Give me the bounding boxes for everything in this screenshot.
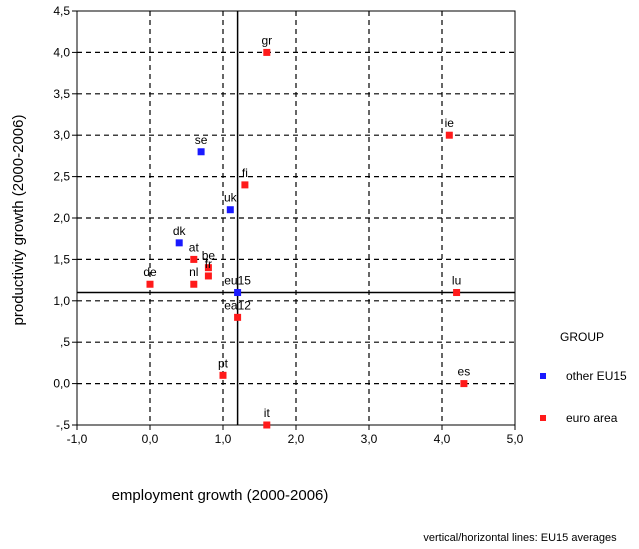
point-label-es: es (458, 365, 471, 379)
point-label-de: de (143, 265, 157, 279)
y-tick-label: 2,5 (53, 170, 70, 184)
point-fi (241, 181, 249, 189)
y-tick-label: 3,5 (53, 87, 70, 101)
point-label-pt: pt (218, 356, 229, 370)
x-tick-label: 5,0 (507, 432, 524, 446)
x-tick-label: 1,0 (215, 432, 232, 446)
x-tick-label: 2,0 (288, 432, 305, 446)
x-axis-ticks: -1,0 0,0 1,0 2,0 3,0 4,0 5,0 (67, 425, 524, 446)
point-es (460, 380, 468, 388)
point-fr (204, 272, 212, 280)
x-tick-label: 0,0 (142, 432, 159, 446)
y-tick-label: ,5 (60, 335, 70, 349)
point-de (146, 280, 154, 288)
point-label-fi: fi (242, 166, 248, 180)
grid-lines (77, 11, 515, 425)
point-label-gr: gr (261, 33, 272, 47)
y-tick-label: -,5 (56, 418, 70, 432)
point-label-eu15: eu15 (224, 274, 251, 288)
y-axis-label: productivity growth (2000-2006) (10, 115, 27, 326)
point-label-nl: nl (189, 265, 198, 279)
y-tick-label: 3,0 (53, 128, 70, 142)
y-tick-label: 4,5 (53, 4, 70, 18)
point-at (190, 255, 198, 263)
legend-label-0: other EU15 (566, 369, 627, 383)
point-label-fr: fr (205, 257, 212, 271)
point-it (263, 421, 271, 429)
y-axis-ticks: -,5 0,0 ,5 1,0 1,5 2,0 2,5 3,0 3,5 4,0 4,5 (53, 4, 77, 432)
point-label-be: be (202, 249, 216, 263)
point-label-it: it (264, 406, 271, 420)
point-label-dk: dk (173, 224, 187, 238)
reference-lines (77, 11, 515, 425)
point-label-at: at (189, 240, 200, 254)
point-uk (226, 206, 234, 214)
x-tick-label: -1,0 (67, 432, 88, 446)
point-se (197, 148, 205, 156)
point-eu15 (234, 289, 242, 297)
point-label-ie: ie (445, 116, 455, 130)
legend-marker-1 (540, 415, 546, 421)
point-nl (190, 280, 198, 288)
point-label-uk: uk (224, 191, 238, 205)
x-tick-label: 3,0 (361, 432, 378, 446)
legend: other EU15 euro area (540, 369, 627, 425)
point-label-se: se (195, 133, 208, 147)
y-tick-label: 1,0 (53, 294, 70, 308)
point-lu (453, 289, 461, 297)
point-dk (175, 239, 183, 247)
point-pt (219, 371, 227, 379)
y-tick-label: 4,0 (53, 45, 70, 59)
point-gr (263, 48, 271, 56)
y-tick-label: 0,0 (53, 377, 70, 391)
point-be (204, 264, 212, 272)
point-label-lu: lu (452, 274, 461, 288)
x-tick-label: 4,0 (434, 432, 451, 446)
x-axis-label: employment growth (2000-2006) (112, 487, 329, 504)
point-label-ea12: ea12 (224, 298, 251, 312)
y-tick-label: 1,5 (53, 252, 70, 266)
point-ea12 (234, 313, 242, 321)
legend-label-1: euro area (566, 411, 618, 425)
footnote: vertical/horizontal lines: EU15 averages (423, 532, 617, 544)
point-ie (445, 131, 453, 139)
legend-title: GROUP (560, 330, 604, 344)
legend-marker-0 (540, 373, 546, 379)
y-tick-label: 2,0 (53, 211, 70, 225)
